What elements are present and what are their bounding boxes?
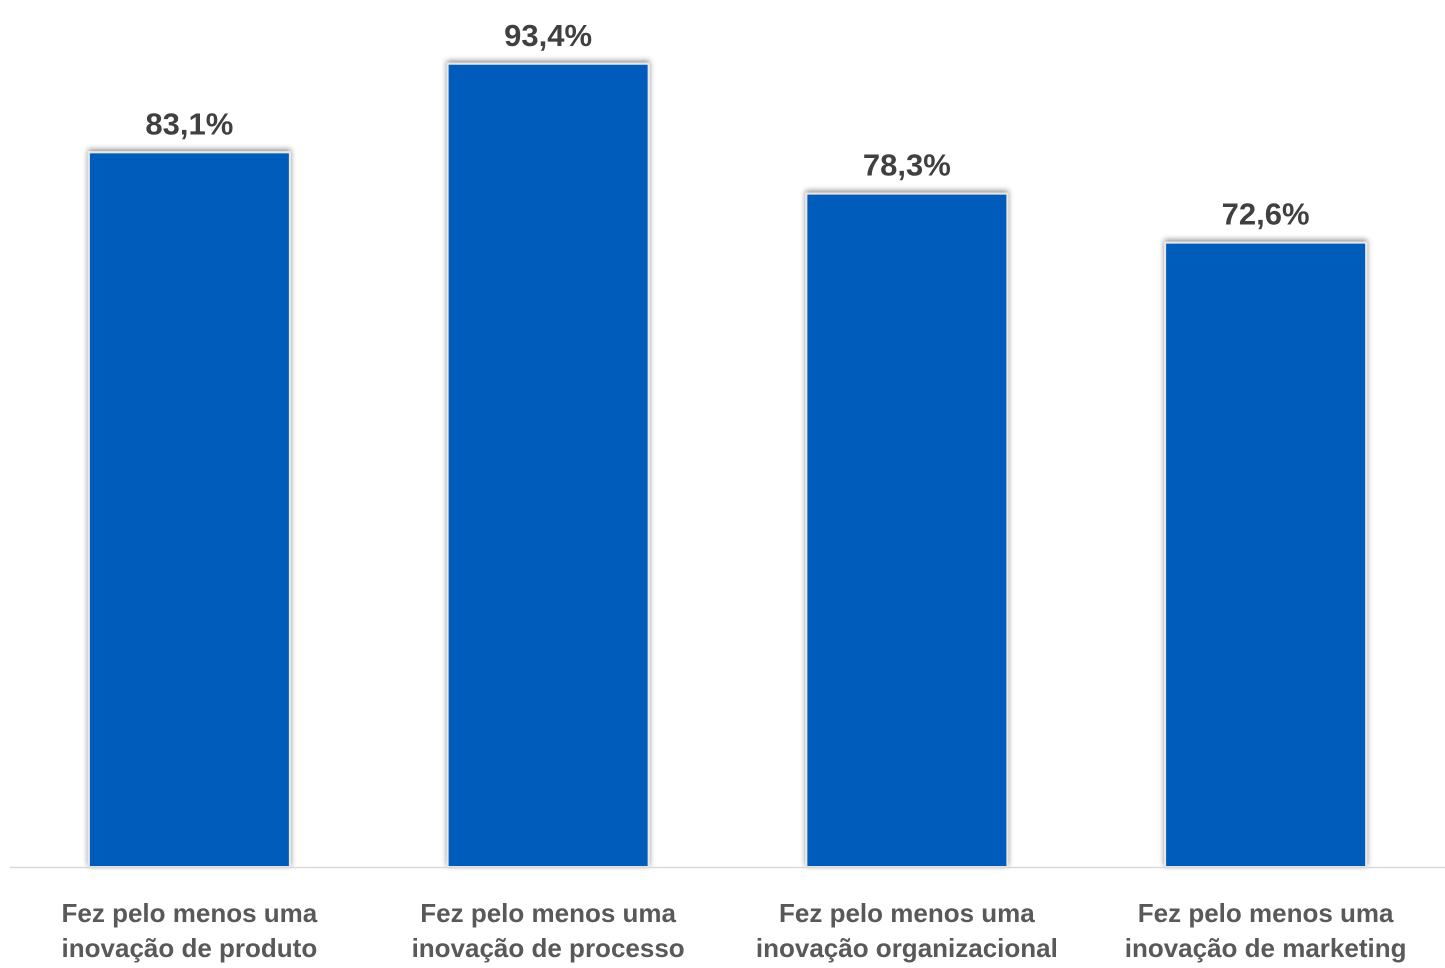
data-label-2: 93,4% xyxy=(504,18,592,53)
category-labels-layer: Fez pelo menos uma inovação de produtoFez… xyxy=(62,898,1407,963)
category-label-line: Fez pelo menos uma xyxy=(62,898,318,928)
category-label-line: Fez pelo menos uma xyxy=(420,898,676,928)
category-label-line: inovação de produto xyxy=(62,933,318,963)
category-label-4: Fez pelo menos uma inovação de marketing xyxy=(1125,898,1407,963)
bar-4 xyxy=(1164,241,1368,868)
category-label-line: inovação organizacional xyxy=(756,933,1058,963)
category-label-line: Fez pelo menos uma xyxy=(779,898,1035,928)
category-label-1: Fez pelo menos uma inovação de produto xyxy=(62,898,318,963)
bar-2 xyxy=(446,62,650,868)
category-label-line: inovação de processo xyxy=(412,933,685,963)
category-label-line: inovação de marketing xyxy=(1125,933,1407,963)
data-label-1: 83,1% xyxy=(145,106,233,141)
value-labels-layer: 83,1% 93,4% 78,3% 72,6% xyxy=(145,18,1309,232)
category-label-3: Fez pelo menos uma inovação organizaciona… xyxy=(756,898,1058,963)
category-label-2: Fez pelo menos uma inovação de processo xyxy=(412,898,685,963)
category-label-line: Fez pelo menos uma xyxy=(1138,898,1394,928)
data-label-3: 78,3% xyxy=(863,148,951,183)
bar-3 xyxy=(805,192,1009,868)
bar-1 xyxy=(87,151,291,868)
bars-layer xyxy=(87,62,1368,868)
data-label-4: 72,6% xyxy=(1222,197,1310,232)
